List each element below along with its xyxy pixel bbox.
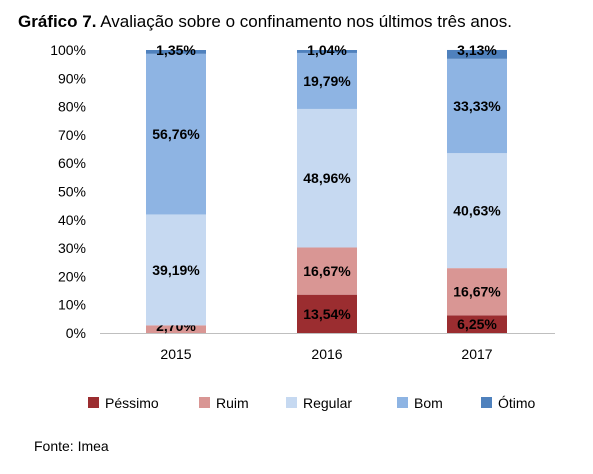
y-tick-label: 20% — [58, 268, 86, 284]
y-tick-label: 0% — [66, 325, 86, 341]
chart-title: Gráfico 7. Avaliação sobre o confinament… — [18, 12, 512, 32]
legend-swatch — [481, 397, 492, 408]
y-tick-label: 80% — [58, 99, 86, 115]
y-tick-label: 60% — [58, 155, 86, 171]
data-label: 13,54% — [303, 306, 351, 322]
legend-swatch — [397, 397, 408, 408]
y-tick-label: 30% — [58, 240, 86, 256]
bar-2015-otimo — [146, 50, 206, 54]
x-tick-label: 2015 — [160, 346, 191, 362]
source-note: Fonte: Imea — [34, 438, 109, 454]
data-label: 56,76% — [152, 126, 200, 142]
data-label: 16,67% — [303, 263, 351, 279]
legend-label: Ótimo — [498, 395, 536, 411]
data-label: 6,25% — [457, 316, 497, 332]
legend-label: Ruim — [216, 395, 249, 411]
data-label: 48,96% — [303, 170, 351, 186]
bar-2017-bom — [447, 58, 507, 154]
x-tick-label: 2017 — [461, 346, 492, 362]
legend-label: Regular — [303, 395, 352, 411]
y-tick-label: 100% — [50, 42, 86, 58]
stacked-bar-chart: 0%10%20%30%40%50%60%70%80%90%100%2,70%39… — [50, 42, 555, 411]
x-tick-label: 2016 — [311, 346, 342, 362]
data-label: 19,79% — [303, 73, 351, 89]
bar-2017-ruim — [447, 268, 507, 316]
data-label: 1,04% — [307, 42, 347, 58]
bar-2016-pessimo — [297, 294, 357, 333]
legend-label: Bom — [414, 395, 443, 411]
y-tick-label: 40% — [58, 212, 86, 228]
y-tick-label: 50% — [58, 184, 86, 200]
legend-swatch — [199, 397, 210, 408]
data-label: 33,33% — [453, 98, 501, 114]
data-label: 1,35% — [156, 42, 196, 58]
data-label: 16,67% — [453, 284, 501, 300]
bar-2017-pessimo — [447, 315, 507, 333]
y-tick-label: 10% — [58, 297, 86, 313]
legend-swatch — [286, 397, 297, 408]
bar-2015-ruim — [146, 325, 206, 333]
bar-2015-bom — [146, 53, 206, 215]
y-tick-label: 70% — [58, 127, 86, 143]
chart-title-text: Avaliação sobre o confinamento nos últim… — [100, 12, 512, 31]
bar-2015-regular — [146, 214, 206, 326]
bar-2016-regular — [297, 108, 357, 248]
bar-2017-otimo — [447, 49, 507, 59]
data-label: 3,13% — [457, 42, 497, 58]
legend-label: Péssimo — [105, 395, 159, 411]
bar-2017-regular — [447, 153, 507, 269]
bar-2016-otimo — [297, 50, 357, 53]
data-label: 39,19% — [152, 262, 200, 278]
data-label: 40,63% — [453, 203, 501, 219]
legend-swatch — [88, 397, 99, 408]
bar-2016-ruim — [297, 247, 357, 295]
bar-2016-bom — [297, 52, 357, 109]
y-tick-label: 90% — [58, 70, 86, 86]
chart-title-prefix: Gráfico 7. — [18, 12, 97, 31]
